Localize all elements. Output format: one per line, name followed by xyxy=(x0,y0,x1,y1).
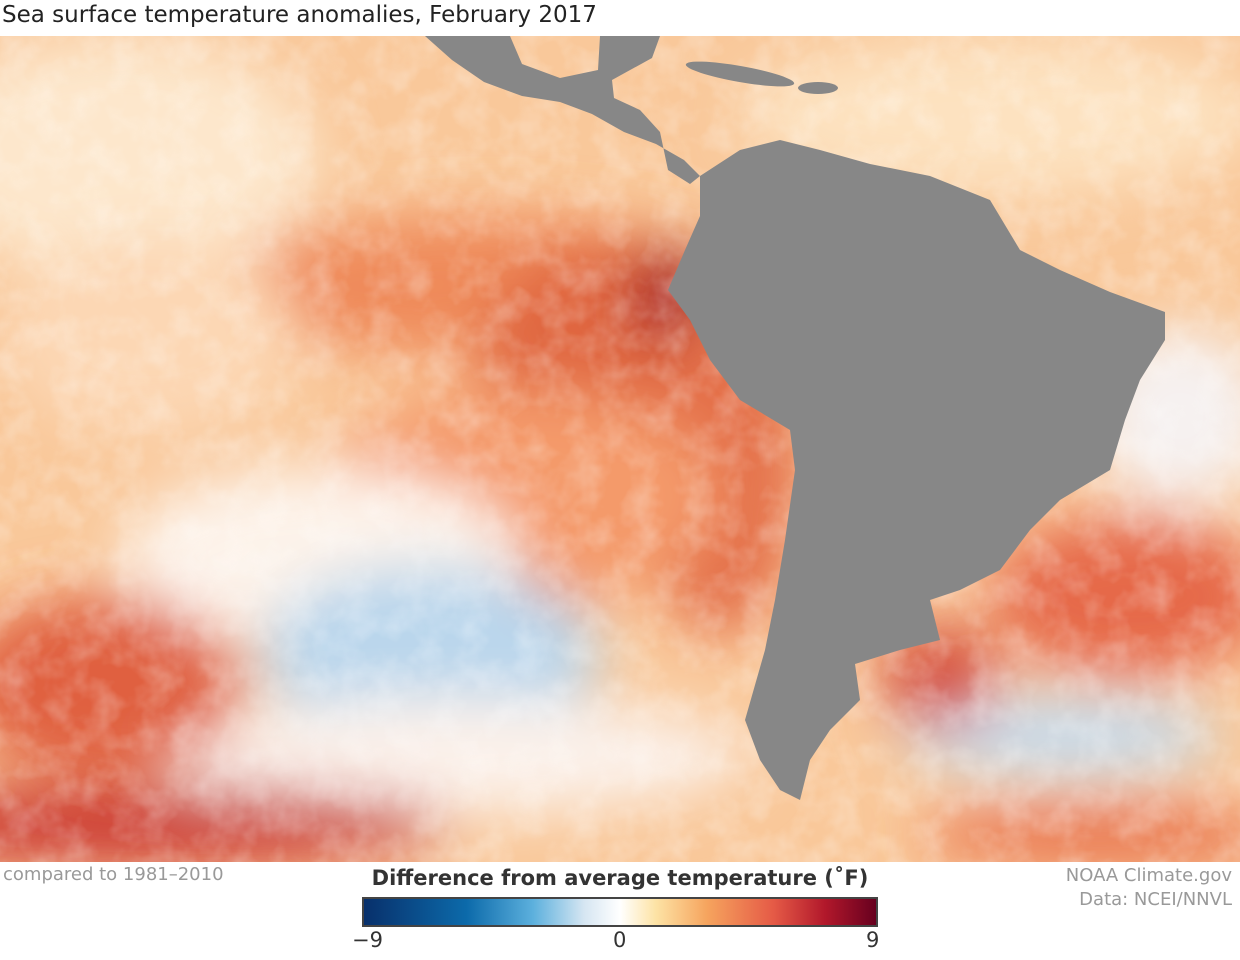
land xyxy=(425,36,1165,800)
credit-data: Data: NCEI/NNVL xyxy=(1079,889,1232,910)
map-title: Sea surface temperature anomalies, Febru… xyxy=(2,2,597,28)
legend-max-label: 9 xyxy=(866,928,880,952)
credit-source: NOAA Climate.gov xyxy=(1065,865,1232,886)
baseline-note: compared to 1981–2010 xyxy=(3,864,224,885)
legend-mid-label: 0 xyxy=(613,928,627,952)
north-central-america-landmass xyxy=(425,36,700,184)
sst-anomaly-map xyxy=(0,36,1240,862)
credit: NOAA Climate.gov Data: NCEI/NNVL xyxy=(1066,864,1232,912)
legend-colorbar xyxy=(362,897,878,927)
legend-min-label: −9 xyxy=(352,928,383,952)
hispaniola-landmass xyxy=(798,82,838,94)
legend-title: Difference from average temperature (˚F) xyxy=(371,866,869,890)
south-america-landmass xyxy=(668,140,1165,800)
cuba-landmass xyxy=(685,61,795,87)
